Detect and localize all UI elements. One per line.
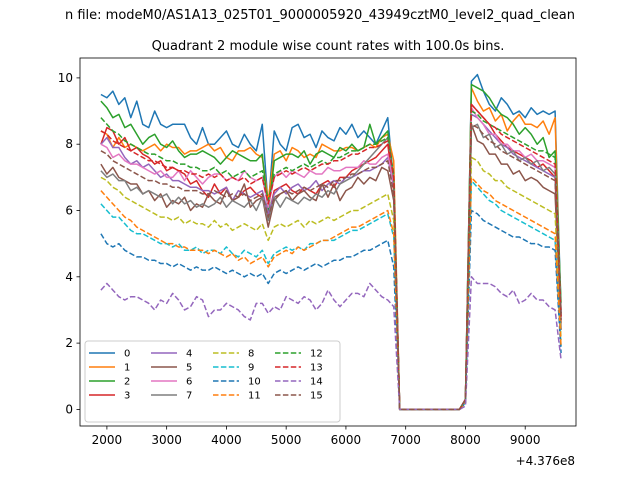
figure-suptitle: n file: modeM0/AS1A13_025T01_9000005920_… bbox=[65, 8, 575, 23]
x-tick-label: 4000 bbox=[211, 433, 242, 447]
legend-label-9: 9 bbox=[248, 363, 254, 374]
series-line-5 bbox=[100, 123, 562, 411]
series-line-10 bbox=[100, 209, 562, 411]
series-line-1 bbox=[100, 87, 562, 411]
x-tick-label: 2000 bbox=[92, 433, 123, 447]
series-group bbox=[100, 73, 562, 411]
axes-frame bbox=[79, 57, 577, 427]
chart-title: Quadrant 2 module wise count rates with … bbox=[152, 39, 505, 54]
legend-label-3: 3 bbox=[124, 391, 130, 402]
x-tick-label: 5000 bbox=[271, 433, 302, 447]
plot-area bbox=[100, 73, 562, 411]
legend-label-12: 12 bbox=[310, 349, 323, 360]
x-tick-label: 6000 bbox=[331, 433, 362, 447]
series-line-11 bbox=[100, 176, 562, 411]
x-tick-label: 8000 bbox=[450, 433, 481, 447]
legend-label-13: 13 bbox=[310, 363, 323, 374]
series-line-13 bbox=[100, 103, 562, 411]
y-tick-label: 8 bbox=[65, 137, 73, 151]
x-tick-label: 9000 bbox=[510, 433, 541, 447]
y-tick-label: 4 bbox=[65, 270, 73, 284]
legend-label-15: 15 bbox=[310, 391, 323, 402]
legend-label-8: 8 bbox=[248, 349, 254, 360]
y-tick-label: 2 bbox=[65, 336, 73, 350]
series-line-6 bbox=[100, 106, 562, 411]
legend-label-14: 14 bbox=[310, 377, 323, 388]
series-line-8 bbox=[100, 156, 562, 411]
legend-label-7: 7 bbox=[186, 391, 192, 402]
legend-label-0: 0 bbox=[124, 349, 130, 360]
x-axis-offset-label: +4.376e8 bbox=[516, 454, 575, 468]
y-tick-label: 6 bbox=[65, 204, 73, 218]
series-line-7 bbox=[100, 123, 562, 411]
legend-label-2: 2 bbox=[124, 377, 130, 388]
series-line-2 bbox=[100, 83, 562, 411]
legend-box bbox=[84, 340, 341, 423]
legend-label-11: 11 bbox=[248, 391, 261, 402]
legend-label-4: 4 bbox=[186, 349, 192, 360]
series-line-12 bbox=[100, 110, 562, 411]
y-tick-label: 0 bbox=[65, 402, 73, 416]
series-line-9 bbox=[100, 179, 562, 411]
legend-label-5: 5 bbox=[186, 363, 192, 374]
legend-label-6: 6 bbox=[186, 377, 192, 388]
series-line-15 bbox=[100, 123, 562, 411]
series-line-14 bbox=[100, 276, 562, 411]
y-tick-label: 10 bbox=[58, 71, 73, 85]
x-tick-label: 3000 bbox=[151, 433, 182, 447]
legend-label-10: 10 bbox=[248, 377, 261, 388]
legend-label-1: 1 bbox=[124, 363, 130, 374]
x-tick-label: 7000 bbox=[390, 433, 421, 447]
